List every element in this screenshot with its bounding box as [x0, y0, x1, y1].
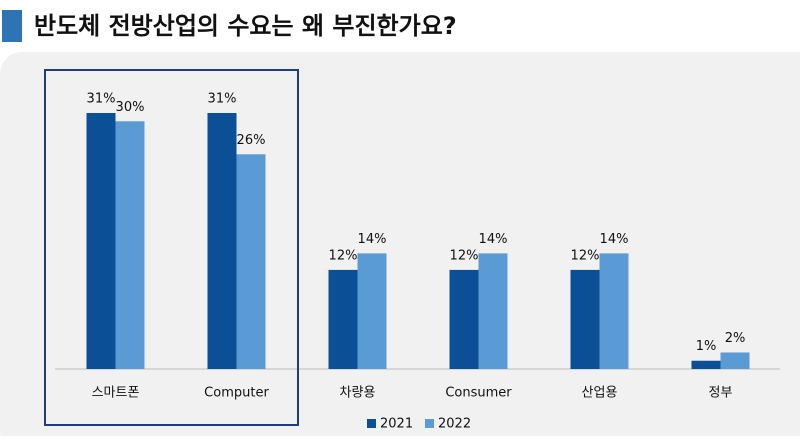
x-tick-label: 스마트폰	[92, 386, 140, 401]
bar	[115, 121, 145, 370]
data-label: 31%	[208, 92, 237, 107]
title-marker	[2, 10, 22, 42]
bar	[449, 269, 479, 369]
data-label: 12%	[329, 248, 358, 263]
x-tick-label: 차량용	[340, 386, 376, 401]
bar	[691, 360, 721, 369]
x-tick-label: Consumer	[445, 386, 512, 401]
legend-swatch	[425, 419, 434, 428]
data-label: 31%	[87, 92, 116, 107]
data-label: 12%	[571, 248, 600, 263]
data-label: 30%	[116, 100, 145, 115]
chart-title: 반도체 전방산업의 수요는 왜 부진한가요?	[34, 12, 457, 40]
data-label: 26%	[237, 133, 266, 148]
x-tick-label: Computer	[204, 386, 269, 401]
data-label: 14%	[479, 232, 508, 247]
data-label: 14%	[600, 232, 629, 247]
bar	[599, 253, 629, 369]
legend-label: 2021	[380, 417, 413, 432]
x-tick-label: 산업용	[582, 386, 618, 401]
bar	[236, 154, 266, 369]
bar	[86, 113, 116, 369]
data-label: 12%	[450, 248, 479, 263]
bar	[357, 253, 387, 369]
bar	[720, 352, 750, 369]
bar	[570, 269, 600, 369]
legend-label: 2022	[438, 417, 471, 432]
highlight-box	[44, 69, 299, 426]
legend-swatch	[367, 419, 376, 428]
data-label: 1%	[696, 339, 717, 354]
bar	[478, 253, 508, 369]
x-tick-label: 정부	[709, 386, 733, 401]
bar	[328, 269, 358, 369]
data-label: 2%	[725, 331, 746, 346]
bar	[207, 113, 237, 369]
data-label: 14%	[358, 232, 387, 247]
